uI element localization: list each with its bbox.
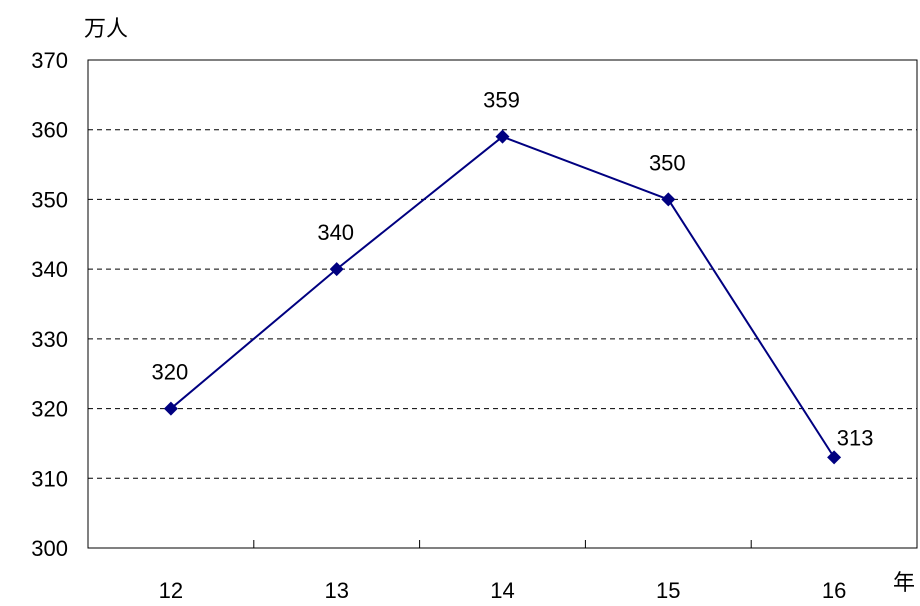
data-markers <box>163 129 842 465</box>
y-tick-label-310: 310 <box>31 466 68 491</box>
data-label-12: 320 <box>152 360 189 385</box>
y-axis-unit-label: 万人 <box>84 17 128 42</box>
x-tick-label-12: 12 <box>159 578 183 603</box>
y-tick-label-320: 320 <box>31 397 68 422</box>
data-point-marker-14 <box>495 129 510 144</box>
x-axis-tick-labels: 12 13 14 15 16 <box>159 578 847 603</box>
data-point-marker-13 <box>329 262 344 277</box>
y-axis-tick-labels: 300 310 320 330 340 350 360 370 <box>31 48 68 561</box>
data-label-15: 350 <box>649 150 686 175</box>
y-tick-label-350: 350 <box>31 187 68 212</box>
data-point-marker-15 <box>661 192 676 207</box>
x-axis-unit-label: 年 <box>893 571 915 596</box>
data-labels: 320 340 359 350 313 <box>152 88 874 451</box>
data-label-14: 359 <box>483 88 520 113</box>
data-point-marker-12 <box>163 401 178 416</box>
y-tick-label-330: 330 <box>31 327 68 352</box>
data-label-13: 340 <box>317 220 354 245</box>
x-tick-label-16: 16 <box>822 578 846 603</box>
x-tick-label-15: 15 <box>656 578 680 603</box>
plot-area-frame <box>87 59 918 549</box>
y-tick-label-360: 360 <box>31 118 68 143</box>
y-tick-label-370: 370 <box>31 48 68 73</box>
x-axis-ticks <box>253 540 752 548</box>
x-tick-label-13: 13 <box>324 578 348 603</box>
y-tick-label-340: 340 <box>31 257 68 282</box>
x-tick-label-14: 14 <box>490 578 514 603</box>
y-tick-label-300: 300 <box>31 536 68 561</box>
series-line-path <box>170 135 835 458</box>
series-line <box>170 135 835 458</box>
data-point-marker-16 <box>827 450 842 465</box>
gridlines <box>88 129 917 479</box>
data-label-16: 313 <box>837 425 874 450</box>
